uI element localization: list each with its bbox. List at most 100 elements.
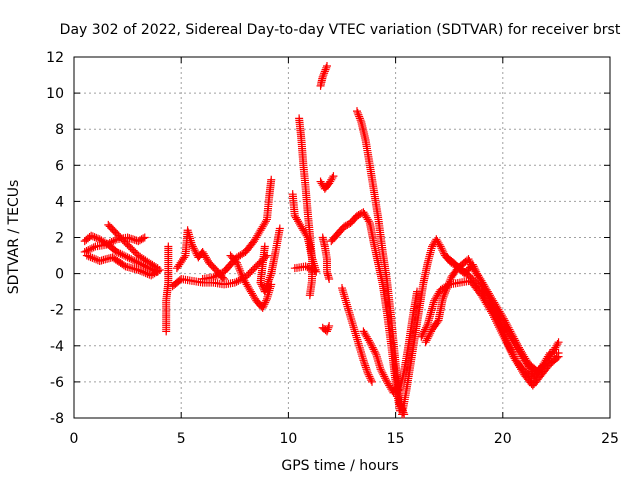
axis-ticks: 0 5 10 15 20 25 -8 -6 -4 -2 0 2 4 6 8 10 12	[46, 50, 619, 447]
data-point	[232, 258, 241, 267]
data-point	[500, 332, 509, 341]
data-point	[365, 372, 374, 381]
data-point	[121, 252, 130, 261]
data-point	[381, 374, 390, 383]
data-point	[237, 270, 246, 279]
data-point	[506, 327, 515, 336]
data-point	[440, 290, 449, 299]
x-axis-label: GPS time / hours	[281, 458, 398, 474]
data-point	[433, 318, 442, 327]
data-point	[421, 325, 430, 334]
series-track-e	[162, 242, 173, 336]
y-tick-label: 0	[55, 267, 64, 283]
data-point	[355, 341, 364, 350]
data-point	[275, 224, 284, 233]
data-point	[439, 292, 448, 301]
data-point	[318, 72, 327, 81]
data-point	[355, 343, 364, 352]
data-point	[92, 233, 101, 242]
data-point	[238, 272, 247, 281]
data-point	[137, 267, 146, 276]
data-point	[82, 251, 91, 260]
data-point	[370, 347, 379, 356]
data-point	[134, 258, 143, 267]
data-point	[127, 234, 136, 243]
data-point	[441, 286, 450, 295]
data-point	[356, 347, 365, 356]
y-tick-label: 12	[46, 50, 64, 66]
y-tick-label: 2	[55, 231, 64, 247]
data-point	[464, 255, 473, 264]
data-point	[191, 247, 200, 256]
series-track-l	[295, 114, 316, 300]
data-point	[353, 107, 362, 116]
data-point	[365, 338, 374, 347]
data-point	[290, 264, 299, 273]
data-point	[345, 310, 354, 319]
data-point	[120, 251, 129, 260]
x-tick-label: 0	[70, 431, 79, 447]
data-point	[347, 317, 356, 326]
data-point	[505, 343, 514, 352]
x-tick-label: 15	[387, 431, 405, 447]
data-point	[184, 228, 193, 237]
data-point	[497, 324, 506, 333]
data-point	[119, 261, 128, 270]
data-point	[328, 173, 337, 182]
data-point	[357, 350, 366, 359]
series-track-x	[421, 255, 563, 383]
data-point	[418, 330, 427, 339]
data-point	[180, 253, 189, 262]
data-point	[90, 233, 99, 242]
data-point	[136, 259, 145, 268]
y-tick-label: 6	[55, 158, 64, 174]
data-point	[132, 257, 141, 266]
data-point	[187, 240, 196, 249]
data-point	[481, 285, 490, 294]
data-point	[496, 322, 505, 331]
data-point	[495, 318, 504, 327]
data-point	[421, 323, 430, 332]
data-point	[123, 233, 132, 242]
data-point	[368, 377, 377, 386]
data-point	[372, 350, 381, 359]
data-point	[553, 353, 562, 362]
data-point	[491, 308, 500, 317]
chart-title: Day 302 of 2022, Sidereal Day-to-day VTE…	[60, 22, 621, 38]
data-point	[354, 339, 363, 348]
data-point	[368, 343, 377, 352]
series-track-o	[316, 172, 338, 193]
data-point	[319, 71, 328, 80]
y-tick-label: -8	[50, 411, 64, 427]
data-point	[261, 217, 270, 226]
data-point	[220, 275, 229, 284]
series-track-t	[359, 287, 422, 397]
data-point	[86, 245, 95, 254]
data-point	[86, 253, 95, 262]
data-point	[128, 256, 137, 265]
data-point	[507, 347, 516, 356]
series-track-c	[82, 251, 164, 280]
data-point	[480, 284, 489, 293]
grid-lines	[74, 57, 610, 418]
data-point	[341, 294, 350, 303]
data-point	[509, 352, 518, 361]
data-point	[344, 304, 353, 313]
data-point	[350, 327, 359, 336]
data-point	[367, 376, 376, 385]
data-point	[489, 302, 498, 311]
data-point	[420, 327, 429, 336]
data-point	[266, 271, 275, 280]
data-point	[486, 296, 495, 305]
data-point	[184, 230, 193, 239]
data-point	[479, 282, 488, 291]
data-point	[488, 300, 497, 309]
data-point	[504, 341, 513, 350]
data-markers	[80, 62, 563, 419]
data-point	[329, 172, 338, 181]
data-point	[263, 292, 272, 301]
data-point	[437, 244, 446, 253]
data-point	[343, 302, 352, 311]
data-point	[511, 336, 520, 345]
data-point	[187, 238, 196, 247]
